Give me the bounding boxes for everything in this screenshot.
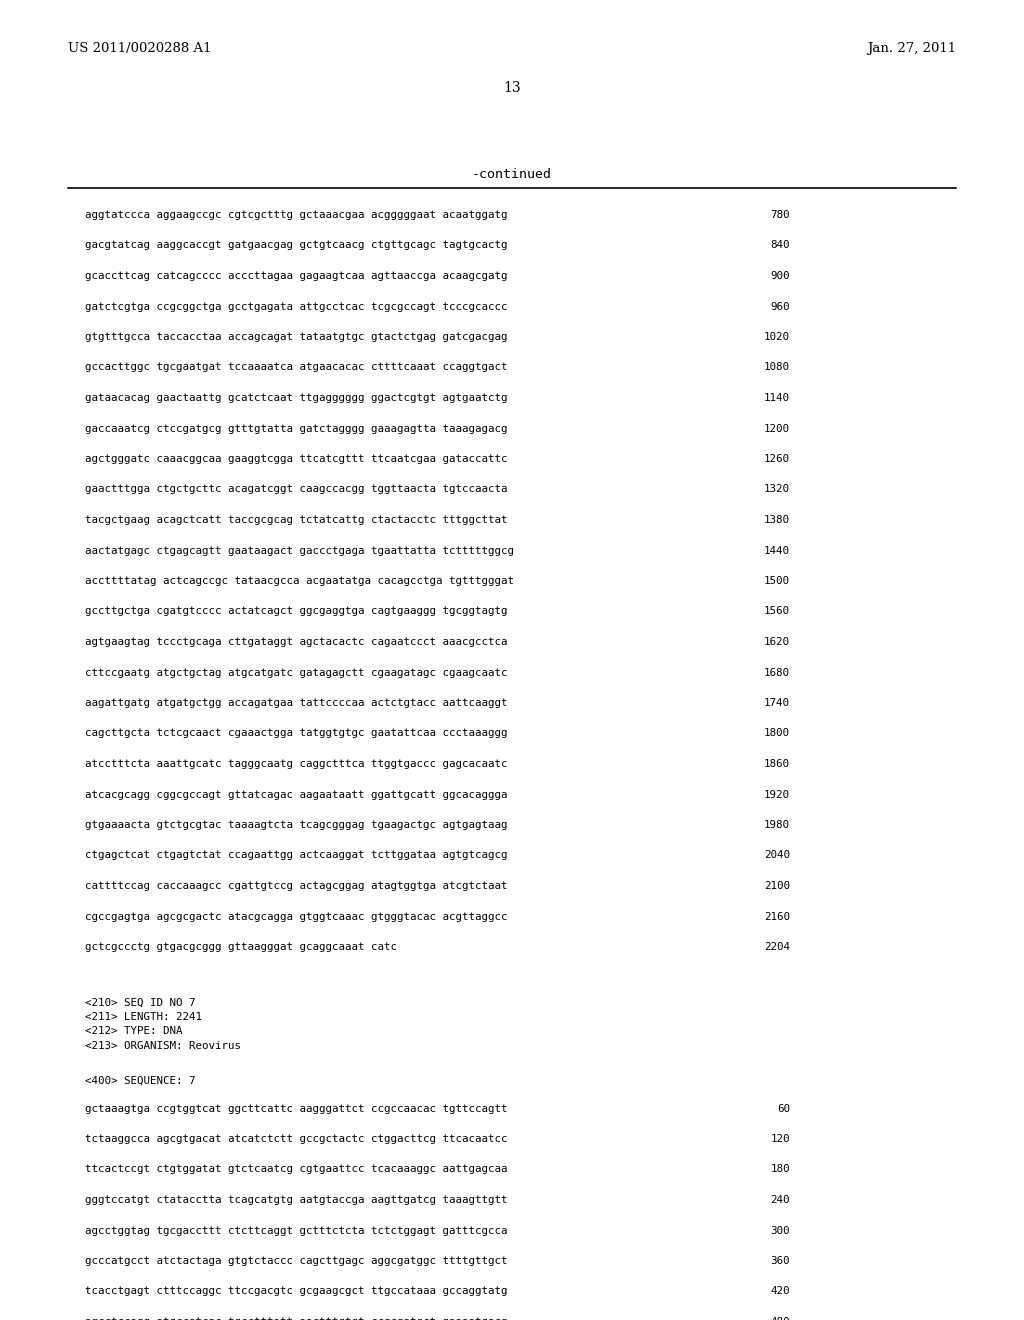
Text: 1800: 1800 (764, 729, 790, 738)
Text: 1200: 1200 (764, 424, 790, 433)
Text: 1320: 1320 (764, 484, 790, 495)
Text: 1380: 1380 (764, 515, 790, 525)
Text: 1020: 1020 (764, 333, 790, 342)
Text: atcacgcagg cggcgccagt gttatcagac aagaataatt ggattgcatt ggcacaggga: atcacgcagg cggcgccagt gttatcagac aagaata… (85, 789, 508, 800)
Text: tcacctgagt ctttccaggc ttccgacgtc gcgaagcgct ttgccataaa gccaggtatg: tcacctgagt ctttccaggc ttccgacgtc gcgaagc… (85, 1287, 508, 1296)
Text: cattttccag caccaaagcc cgattgtccg actagcggag atagtggtga atcgtctaat: cattttccag caccaaagcc cgattgtccg actagcg… (85, 880, 508, 891)
Text: gcccatgcct atctactaga gtgtctaccc cagcttgagc aggcgatggc ttttgttgct: gcccatgcct atctactaga gtgtctaccc cagcttg… (85, 1257, 508, 1266)
Text: 420: 420 (770, 1287, 790, 1296)
Text: 1680: 1680 (764, 668, 790, 677)
Text: 1500: 1500 (764, 576, 790, 586)
Text: gggtccatgt ctatacctta tcagcatgtg aatgtaccga aagttgatcg taaagttgtt: gggtccatgt ctatacctta tcagcatgtg aatgtac… (85, 1195, 508, 1205)
Text: gtgaaaacta gtctgcgtac taaaagtcta tcagcgggag tgaagactgc agtgagtaag: gtgaaaacta gtctgcgtac taaaagtcta tcagcgg… (85, 820, 508, 830)
Text: 2040: 2040 (764, 850, 790, 861)
Text: 1920: 1920 (764, 789, 790, 800)
Text: cttccgaatg atgctgctag atgcatgatc gatagagctt cgaagatagc cgaagcaatc: cttccgaatg atgctgctag atgcatgatc gatagag… (85, 668, 508, 677)
Text: 60: 60 (777, 1104, 790, 1114)
Text: <212> TYPE: DNA: <212> TYPE: DNA (85, 1027, 182, 1036)
Text: aagattgatg atgatgctgg accagatgaa tattccccaa actctgtacc aattcaaggt: aagattgatg atgatgctgg accagatgaa tattccc… (85, 698, 508, 708)
Text: agtgaagtag tccctgcaga cttgataggt agctacactc cagaatccct aaacgcctca: agtgaagtag tccctgcaga cttgataggt agctaca… (85, 638, 508, 647)
Text: accttttatag actcagccgc tataacgcca acgaatatga cacagcctga tgtttgggat: accttttatag actcagccgc tataacgcca acgaat… (85, 576, 514, 586)
Text: gaccaaatcg ctccgatgcg gtttgtatta gatctagggg gaaagagtta taaagagacg: gaccaaatcg ctccgatgcg gtttgtatta gatctag… (85, 424, 508, 433)
Text: agctgggatc caaacggcaa gaaggtcgga ttcatcgttt ttcaatcgaa gataccattc: agctgggatc caaacggcaa gaaggtcgga ttcatcg… (85, 454, 508, 465)
Text: 13: 13 (503, 81, 521, 95)
Text: 840: 840 (770, 240, 790, 251)
Text: 240: 240 (770, 1195, 790, 1205)
Text: 960: 960 (770, 301, 790, 312)
Text: gcaccttcag catcagcccc acccttagaa gagaagtcaa agttaaccga acaagcgatg: gcaccttcag catcagcccc acccttagaa gagaagt… (85, 271, 508, 281)
Text: 480: 480 (770, 1317, 790, 1320)
Text: ttcactccgt ctgtggatat gtctcaatcg cgtgaattcc tcacaaaggc aattgagcaa: ttcactccgt ctgtggatat gtctcaatcg cgtgaat… (85, 1164, 508, 1175)
Text: US 2011/0020288 A1: US 2011/0020288 A1 (68, 42, 212, 55)
Text: -continued: -continued (472, 168, 552, 181)
Text: ctgagctcat ctgagtctat ccagaattgg actcaaggat tcttggataa agtgtcagcg: ctgagctcat ctgagtctat ccagaattgg actcaag… (85, 850, 508, 861)
Text: 1260: 1260 (764, 454, 790, 465)
Text: 1560: 1560 (764, 606, 790, 616)
Text: cagcttgcta tctcgcaact cgaaactgga tatggtgtgc gaatattcaa ccctaaaggg: cagcttgcta tctcgcaact cgaaactgga tatggtg… (85, 729, 508, 738)
Text: 2160: 2160 (764, 912, 790, 921)
Text: gtgtttgcca taccacctaa accagcagat tataatgtgc gtactctgag gatcgacgag: gtgtttgcca taccacctaa accagcagat tataatg… (85, 333, 508, 342)
Text: cgccgagtga agcgcgactc atacgcagga gtggtcaaac gtgggtacac acgttaggcc: cgccgagtga agcgcgactc atacgcagga gtggtca… (85, 912, 508, 921)
Text: 2204: 2204 (764, 942, 790, 952)
Text: <210> SEQ ID NO 7: <210> SEQ ID NO 7 (85, 998, 196, 1007)
Text: gaactttgga ctgctgcttc acagatcggt caagccacgg tggttaacta tgtccaacta: gaactttgga ctgctgcttc acagatcggt caagcca… (85, 484, 508, 495)
Text: 1740: 1740 (764, 698, 790, 708)
Text: aactatgagc ctgagcagtt gaataagact gaccctgaga tgaattatta tctttttggcg: aactatgagc ctgagcagtt gaataagact gaccctg… (85, 545, 514, 556)
Text: 360: 360 (770, 1257, 790, 1266)
Text: 780: 780 (770, 210, 790, 220)
Text: agcctccagg atgccatcac tgcctttatt aactttgtgt ccgcgatgct gaaaatgacg: agcctccagg atgccatcac tgcctttatt aactttg… (85, 1317, 508, 1320)
Text: gataacacag gaactaattg gcatctcaat ttgagggggg ggactcgtgt agtgaatctg: gataacacag gaactaattg gcatctcaat ttgaggg… (85, 393, 508, 403)
Text: 180: 180 (770, 1164, 790, 1175)
Text: 1140: 1140 (764, 393, 790, 403)
Text: agcctggtag tgcgaccttt ctcttcaggt gctttctcta tctctggagt gatttcgcca: agcctggtag tgcgaccttt ctcttcaggt gctttct… (85, 1225, 508, 1236)
Text: gctaaagtga ccgtggtcat ggcttcattc aagggattct ccgccaacac tgttccagtt: gctaaagtga ccgtggtcat ggcttcattc aagggat… (85, 1104, 508, 1114)
Text: atcctttcta aaattgcatc tagggcaatg caggctttca ttggtgaccc gagcacaatc: atcctttcta aaattgcatc tagggcaatg caggctt… (85, 759, 508, 770)
Text: gccttgctga cgatgtcccc actatcagct ggcgaggtga cagtgaaggg tgcggtagtg: gccttgctga cgatgtcccc actatcagct ggcgagg… (85, 606, 508, 616)
Text: 120: 120 (770, 1134, 790, 1144)
Text: tacgctgaag acagctcatt taccgcgcag tctatcattg ctactacctc tttggcttat: tacgctgaag acagctcatt taccgcgcag tctatca… (85, 515, 508, 525)
Text: 300: 300 (770, 1225, 790, 1236)
Text: 2100: 2100 (764, 880, 790, 891)
Text: <213> ORGANISM: Reovirus: <213> ORGANISM: Reovirus (85, 1041, 241, 1051)
Text: tctaaggcca agcgtgacat atcatctctt gccgctactc ctggacttcg ttcacaatcc: tctaaggcca agcgtgacat atcatctctt gccgcta… (85, 1134, 508, 1144)
Text: gatctcgtga ccgcggctga gcctgagata attgcctcac tcgcgccagt tcccgcaccc: gatctcgtga ccgcggctga gcctgagata attgcct… (85, 301, 508, 312)
Text: 1620: 1620 (764, 638, 790, 647)
Text: 1440: 1440 (764, 545, 790, 556)
Text: 1080: 1080 (764, 363, 790, 372)
Text: <400> SEQUENCE: 7: <400> SEQUENCE: 7 (85, 1076, 196, 1085)
Text: 1860: 1860 (764, 759, 790, 770)
Text: gctcgccctg gtgacgcggg gttaagggat gcaggcaaat catc: gctcgccctg gtgacgcggg gttaagggat gcaggca… (85, 942, 397, 952)
Text: Jan. 27, 2011: Jan. 27, 2011 (867, 42, 956, 55)
Text: aggtatccca aggaagccgc cgtcgctttg gctaaacgaa acgggggaat acaatggatg: aggtatccca aggaagccgc cgtcgctttg gctaaac… (85, 210, 508, 220)
Text: 900: 900 (770, 271, 790, 281)
Text: <211> LENGTH: 2241: <211> LENGTH: 2241 (85, 1012, 202, 1022)
Text: 1980: 1980 (764, 820, 790, 830)
Text: gacgtatcag aaggcaccgt gatgaacgag gctgtcaacg ctgttgcagc tagtgcactg: gacgtatcag aaggcaccgt gatgaacgag gctgtca… (85, 240, 508, 251)
Text: gccacttggc tgcgaatgat tccaaaatca atgaacacac cttttcaaat ccaggtgact: gccacttggc tgcgaatgat tccaaaatca atgaaca… (85, 363, 508, 372)
